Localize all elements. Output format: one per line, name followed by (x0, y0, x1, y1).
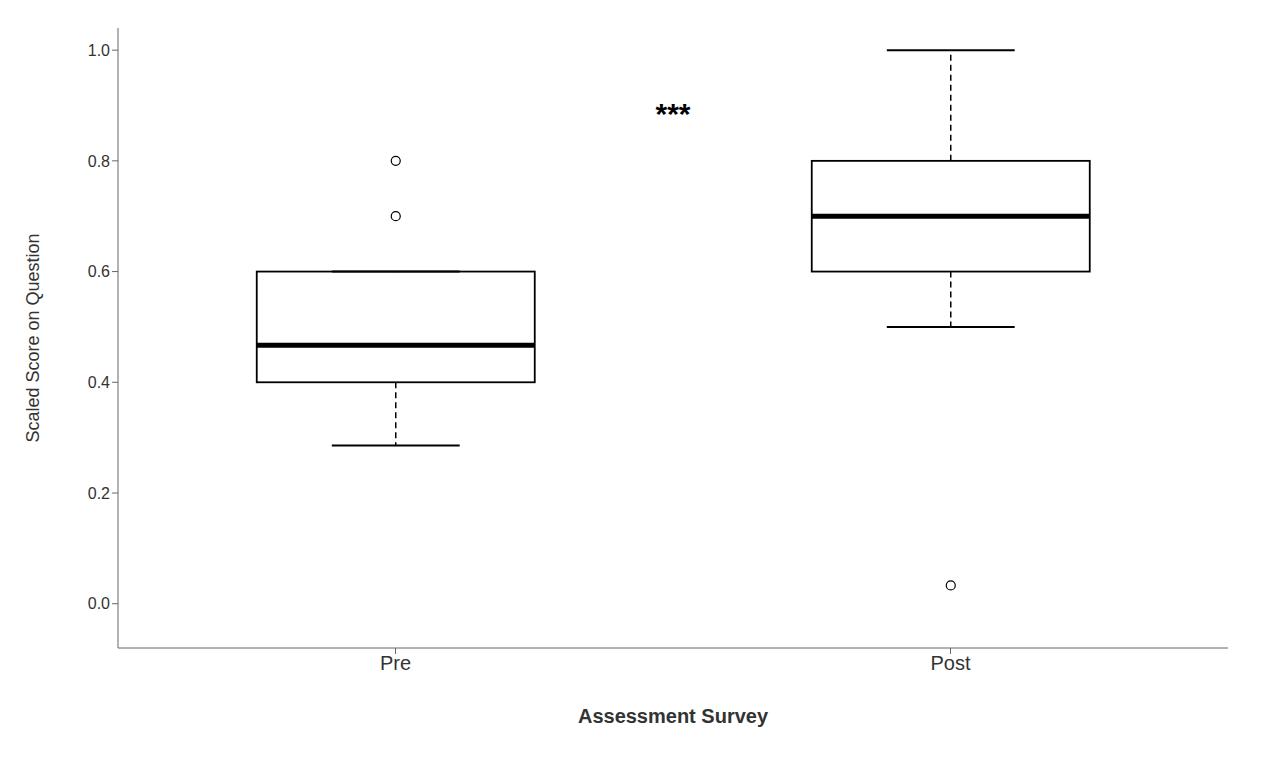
svg-text:0.8: 0.8 (88, 153, 110, 170)
svg-text:Scaled Score on Question: Scaled Score on Question (23, 233, 43, 442)
svg-text:0.0: 0.0 (88, 595, 110, 612)
svg-text:Pre: Pre (380, 652, 411, 674)
svg-text:0.2: 0.2 (88, 485, 110, 502)
svg-text:Post: Post (930, 652, 970, 674)
svg-text:***: *** (655, 97, 690, 130)
svg-text:0.4: 0.4 (88, 374, 110, 391)
svg-text:0.6: 0.6 (88, 263, 110, 280)
svg-text:1.0: 1.0 (88, 42, 110, 59)
svg-text:Assessment Survey: Assessment Survey (578, 705, 769, 727)
